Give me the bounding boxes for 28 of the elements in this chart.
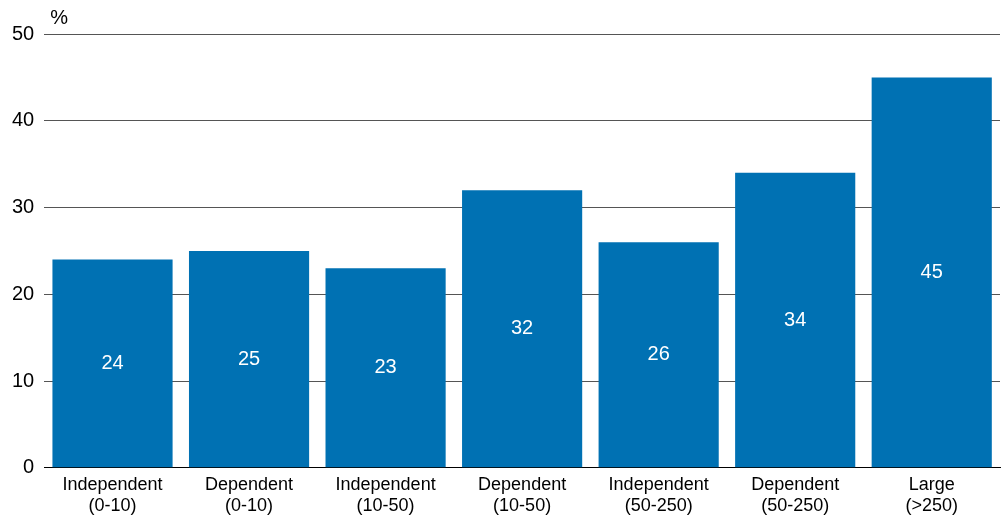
x-tick-label: Dependent (50-250) [751,473,840,516]
bar [598,242,719,468]
bar [462,190,583,468]
y-tick-label: 0 [23,455,35,478]
x-tick-label: Independent (10-50) [335,473,436,516]
bar [871,77,992,468]
x-tick-label: Large (>250) [905,473,959,516]
data-label: 34 [784,307,807,330]
x-tick-label: Dependent (0-10) [205,473,294,516]
bar [188,250,310,468]
bar [52,259,173,468]
data-label: 25 [237,346,261,369]
y-tick-label: 30 [12,195,35,218]
bar [325,268,446,468]
data-label: 24 [101,350,124,373]
data-label: 45 [920,259,943,282]
x-tick-label: Independent (0-10) [62,473,163,516]
x-tick-label: Dependent (10-50) [478,473,567,516]
data-label: 23 [374,355,397,378]
y-tick-label: 10 [12,368,35,391]
bar [735,172,856,468]
x-tick-label: Independent (50-250) [608,473,709,516]
data-label: 26 [647,342,670,365]
y-tick-label: 50 [12,21,35,44]
y-tick-label: 20 [12,281,35,304]
y-tick-label: 40 [12,108,35,131]
y-axis-title: % [50,5,69,28]
data-label: 32 [511,316,534,339]
